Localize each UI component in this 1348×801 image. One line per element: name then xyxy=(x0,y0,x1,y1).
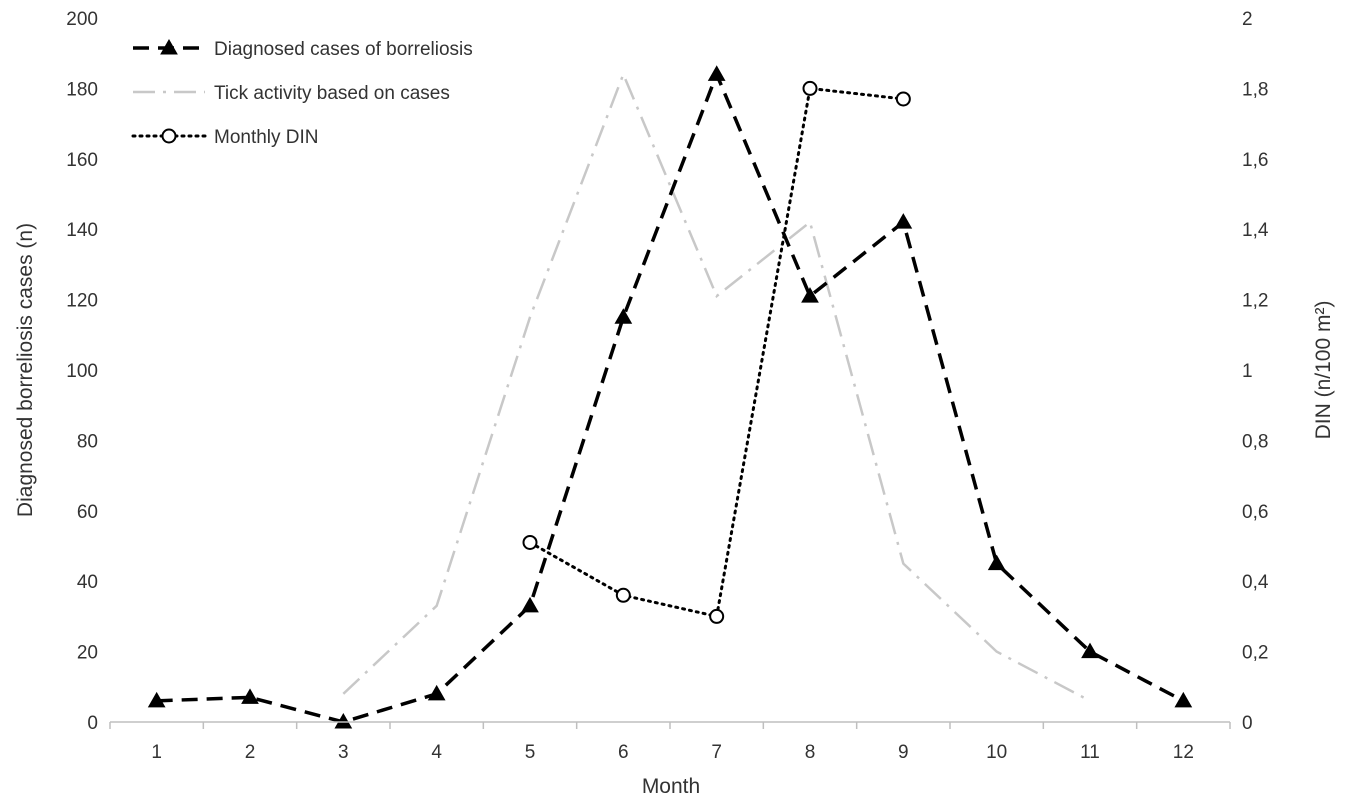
y-right-tick-label: 0 xyxy=(1242,713,1253,734)
legend-marker xyxy=(161,128,177,144)
legend: Diagnosed cases of borreliosis Tick activ… xyxy=(131,38,473,148)
y-axis-right-title: DIN (n/100 m²) xyxy=(1312,301,1335,440)
x-tick-label: 4 xyxy=(431,742,442,763)
legend-label: Diagnosed cases of borreliosis xyxy=(214,39,473,60)
data-point xyxy=(241,688,259,704)
x-tick-label: 1 xyxy=(151,742,162,763)
x-tick-label: 11 xyxy=(1080,742,1100,763)
series-line xyxy=(156,69,1185,724)
data-point xyxy=(802,80,818,96)
data-point xyxy=(522,534,538,550)
y-left-tick-label: 200 xyxy=(66,9,98,30)
plot-area xyxy=(147,65,1193,729)
y-left-tick-label: 160 xyxy=(66,150,98,171)
y-left-tick-label: 140 xyxy=(66,220,98,241)
data-point xyxy=(1081,642,1099,659)
y-right-tick-label: 0,4 xyxy=(1242,572,1269,593)
y-left-tick-label: 80 xyxy=(77,431,98,452)
series-line xyxy=(342,70,1091,702)
legend-marker xyxy=(160,38,178,55)
x-tick-label: 12 xyxy=(1173,742,1194,763)
legend-item: Diagnosed cases of borreliosis xyxy=(133,38,473,60)
y-left-tick-label: 60 xyxy=(77,502,98,523)
y-right-tick-label: 0,2 xyxy=(1242,643,1268,664)
legend-label: Monthly DIN xyxy=(214,127,319,148)
data-point xyxy=(521,596,539,613)
data-point xyxy=(1174,691,1193,708)
legend-item: Monthly DIN xyxy=(131,127,319,148)
y-right-tick-label: 0,8 xyxy=(1242,431,1268,452)
data-point xyxy=(147,691,166,708)
x-tick-label: 8 xyxy=(805,742,816,763)
x-tick-label: 5 xyxy=(525,742,536,763)
y-left-tick-label: 0 xyxy=(87,713,98,734)
y-left-tick-label: 20 xyxy=(77,643,98,664)
y-right-tick-label: 1,6 xyxy=(1242,150,1268,171)
y-right-tick-label: 1,2 xyxy=(1242,291,1268,312)
y-right-tick-label: 0,6 xyxy=(1242,502,1268,523)
x-tick-label: 3 xyxy=(338,742,349,763)
data-point xyxy=(615,587,631,603)
legend-item: Tick activity based on cases xyxy=(133,83,450,104)
series-3 xyxy=(522,80,911,624)
x-axis-title: Month xyxy=(642,775,700,798)
x-tick-label: 6 xyxy=(618,742,629,763)
y-left-tick-label: 40 xyxy=(77,572,98,593)
series-2 xyxy=(342,70,1091,702)
legend-label: Tick activity based on cases xyxy=(214,83,450,104)
y-axis-left-title: Diagnosed borreliosis cases (n) xyxy=(14,223,37,517)
data-point xyxy=(894,213,913,229)
series-1 xyxy=(147,65,1193,729)
y-right-tick-label: 2 xyxy=(1242,9,1253,30)
x-tick-label: 9 xyxy=(898,742,909,763)
y-left-tick-label: 180 xyxy=(66,79,98,100)
x-tick-label: 2 xyxy=(245,742,256,763)
data-point xyxy=(614,308,633,324)
data-point xyxy=(987,554,1006,571)
y-left-tick-label: 120 xyxy=(66,291,98,312)
x-tick-label: 10 xyxy=(986,742,1007,763)
y-left-tick-label: 100 xyxy=(66,361,98,382)
data-point xyxy=(427,684,446,701)
series-line xyxy=(528,86,905,619)
y-right-tick-label: 1,4 xyxy=(1242,220,1269,241)
data-point xyxy=(707,65,726,81)
data-point xyxy=(895,91,911,107)
data-point xyxy=(801,287,819,303)
data-point xyxy=(709,608,725,624)
x-tick-label: 7 xyxy=(711,742,722,763)
y-right-tick-label: 1 xyxy=(1242,361,1253,382)
y-right-tick-label: 1,8 xyxy=(1242,79,1268,100)
data-point xyxy=(334,712,353,729)
axes: 1 2 3 4 5 6 7 8 9 10 11 120204060801001201401601802… xyxy=(66,9,1269,763)
